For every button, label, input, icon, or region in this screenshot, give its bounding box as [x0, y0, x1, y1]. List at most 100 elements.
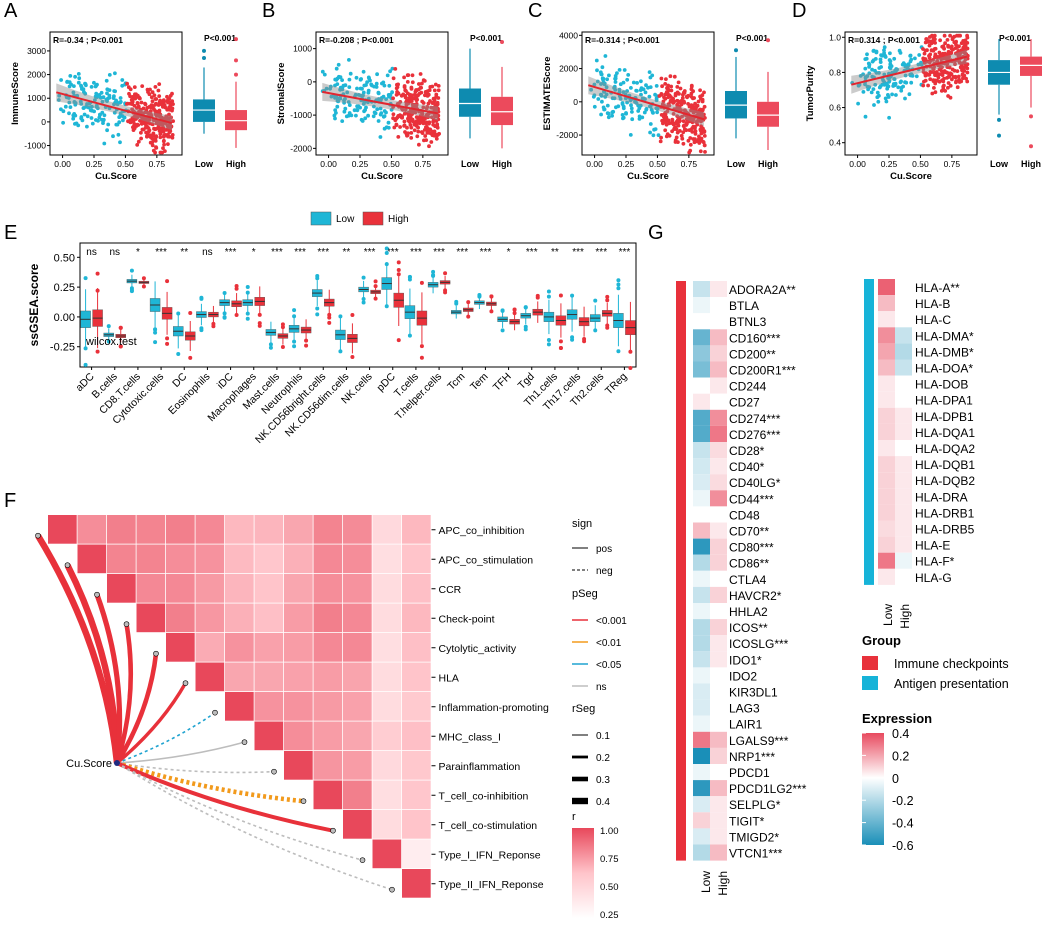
- gene-label: BTLA: [729, 299, 759, 313]
- box-outlier-low: [500, 328, 505, 333]
- box-outlier-low: [245, 290, 250, 295]
- row-label: Cytolytic_activity: [439, 643, 517, 655]
- colorbar-r: [572, 828, 594, 918]
- legend-label-group: Antigen presentation: [894, 677, 1009, 691]
- scatter-point: [618, 82, 623, 87]
- heatmap-cell: [166, 544, 195, 574]
- scatter-point: [403, 130, 407, 134]
- scatter-point: [161, 98, 166, 102]
- box-category-label: Low: [195, 159, 214, 169]
- scatter-point: [410, 73, 415, 78]
- box-outlier-high: [628, 365, 633, 370]
- box-outlier-low: [153, 340, 158, 345]
- scatter-point: [379, 111, 384, 115]
- box-outlier-low: [500, 308, 505, 313]
- significance-label: **: [180, 247, 188, 258]
- scatter-point: [921, 56, 926, 61]
- scatter-point: [405, 80, 410, 84]
- scatter-point: [167, 112, 171, 117]
- scatter-point: [94, 103, 99, 108]
- expression-cell: [710, 619, 727, 636]
- scatter-point: [863, 114, 868, 119]
- expression-cell: [710, 345, 727, 362]
- gene-label: CTLA4: [729, 573, 767, 587]
- scatter-point: [865, 52, 869, 57]
- scatter-point: [941, 44, 946, 49]
- scatter-point: [950, 77, 954, 82]
- scatter-point: [144, 130, 149, 135]
- gene-label: CD160***: [729, 331, 781, 345]
- box-outlier-low: [997, 117, 1001, 122]
- scatter-point: [348, 71, 353, 76]
- y-tick-label: 0.25: [54, 282, 75, 294]
- gene-label: HLA-DQB2: [915, 474, 975, 488]
- scatter-point: [407, 96, 411, 100]
- scatter-point: [648, 85, 653, 89]
- scatter-point: [965, 70, 970, 75]
- box-outlier-low: [616, 282, 621, 287]
- y-axis-title-e: ssGSEA.score: [27, 263, 41, 346]
- box-outlier-low: [245, 316, 250, 321]
- y-tick-label: 2000: [27, 70, 46, 80]
- colorbar-tick-label: 0.25: [600, 910, 619, 921]
- gene-label: NRP1***: [729, 750, 775, 764]
- scatter-point: [69, 82, 73, 87]
- scatter-point: [916, 62, 921, 67]
- scatter-point: [908, 54, 913, 58]
- scatter-point: [625, 89, 629, 93]
- box-outlier-low: [153, 327, 158, 332]
- box-outlier-high: [304, 338, 309, 343]
- correlation-link: [115, 682, 187, 765]
- scatter-point: [92, 109, 96, 114]
- expression-cell: [693, 651, 710, 668]
- scatter-point: [61, 109, 66, 114]
- gene-label: IDO1*: [729, 653, 762, 667]
- box-outlier-high: [350, 354, 355, 359]
- scatter-point: [322, 72, 327, 77]
- scatter-point: [384, 97, 388, 101]
- scatter-point: [89, 85, 94, 89]
- colorbar-tick-label: -0.6: [892, 839, 914, 853]
- scatter-point: [396, 91, 401, 95]
- heatmap-cell: [284, 662, 313, 692]
- scatter-point: [432, 133, 437, 138]
- scatter-point: [149, 112, 153, 117]
- box-high: [491, 96, 513, 126]
- gene-label: CD70**: [729, 525, 769, 539]
- expression-cell: [710, 780, 727, 797]
- scatter-point: [675, 85, 680, 89]
- expression-cell: [710, 425, 727, 442]
- scatter-point: [882, 48, 886, 53]
- scatter-point: [85, 102, 89, 106]
- box-category-label: High: [1021, 159, 1041, 169]
- scatter-point: [436, 88, 441, 93]
- box-outlier-high: [396, 272, 401, 277]
- scatter-point: [412, 103, 417, 108]
- scatter-point: [61, 120, 65, 125]
- box-outlier-low: [292, 344, 297, 349]
- scatter-point: [599, 92, 603, 97]
- scatter-point: [171, 102, 175, 106]
- gene-label: LAIR1: [729, 718, 763, 732]
- row-label: Inflammation-promoting: [439, 702, 549, 714]
- box-outlier-low: [222, 291, 227, 296]
- scatter-point: [890, 92, 894, 97]
- row-label: CCR: [439, 584, 462, 596]
- box-outlier-low: [106, 324, 111, 329]
- expression-cell: [878, 536, 895, 553]
- box-outlier-high: [165, 279, 170, 284]
- box-outlier-low: [292, 314, 297, 319]
- scatter-point: [393, 118, 398, 123]
- box-outlier-high: [257, 323, 262, 328]
- heatmap-cell: [372, 692, 402, 721]
- scatter-point: [102, 113, 107, 118]
- heatmap-cell: [372, 633, 402, 662]
- scatter-point: [399, 93, 404, 98]
- scatter-point: [892, 56, 897, 61]
- scatter-point: [673, 138, 678, 143]
- scatter-point: [648, 75, 653, 80]
- colorbar-expression: [862, 733, 884, 845]
- scatter-point: [335, 104, 340, 109]
- scatter-point: [647, 70, 652, 74]
- scatter-point: [90, 121, 95, 126]
